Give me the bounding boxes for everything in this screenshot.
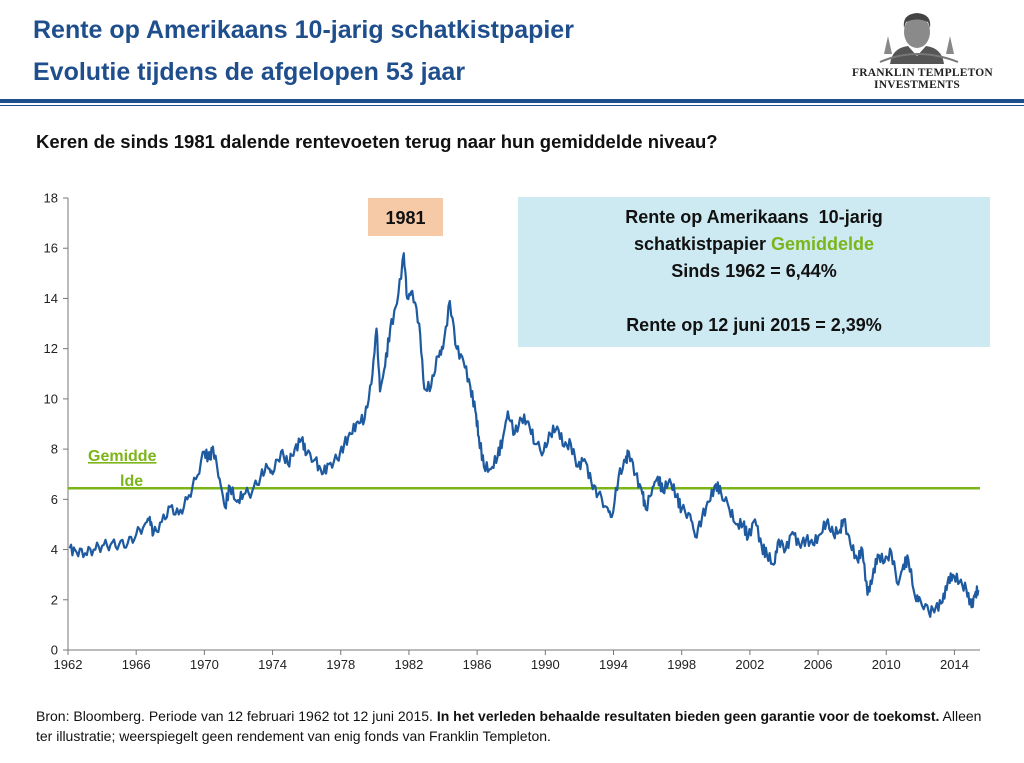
source-part1: Bron: Bloomberg. Periode van 12 februari… [36, 708, 437, 724]
y-tick-label: 6 [51, 492, 58, 507]
yield-series-line [68, 252, 980, 618]
y-tick-label: 16 [44, 241, 58, 256]
logo-text-investments: INVESTMENTS [874, 79, 960, 91]
header-divider-thick [0, 99, 1024, 103]
info-line3: Sinds 1962 = 6,44% [671, 261, 837, 281]
axes [67, 198, 980, 651]
info-line4: Rente op 12 juni 2015 = 2,39% [626, 315, 882, 335]
y-tick-label: 18 [44, 191, 58, 206]
y-tick-label: 14 [44, 291, 58, 306]
x-tick-label: 1978 [326, 657, 355, 670]
info-line2-prefix: schatkistpapier [634, 234, 771, 254]
y-tick-label: 8 [51, 442, 58, 457]
info-line2: schatkistpapier Gemiddelde [634, 234, 874, 254]
x-tick-label: 1990 [531, 657, 560, 670]
source-footnote: Bron: Bloomberg. Periode van 12 februari… [36, 706, 996, 746]
label-1981-box [368, 198, 443, 236]
x-axis-ticks: 1962 1966 1970 1974 1978 1982 1986 1990 1994 1998… [54, 650, 969, 670]
x-tick-label: 2014 [940, 657, 969, 670]
average-info-box [518, 197, 990, 347]
average-label-line1: Gemidde [88, 448, 157, 465]
x-tick-label: 1970 [190, 657, 219, 670]
slide-question: Keren de sinds 1981 dalende rentevoeten … [36, 131, 718, 152]
x-tick-label: 1966 [122, 657, 151, 670]
y-axis-ticks: 0 2 4 6 8 10 12 14 16 18 [44, 191, 68, 658]
x-tick-label: 1998 [667, 657, 696, 670]
source-part3: Alleen ter illustratie; weerspiegelt gee… [36, 708, 982, 744]
x-tick-label: 2010 [872, 657, 901, 670]
x-tick-label: 1974 [258, 657, 287, 670]
logo-text-franklin-templeton: FRANKLIN TEMPLETON [852, 67, 993, 79]
page-title-line2: Evolutie tijdens de afgelopen 53 jaar [33, 58, 466, 86]
y-tick-label: 12 [44, 341, 58, 356]
franklin-portrait-logo-icon [879, 13, 959, 64]
x-tick-label: 2002 [735, 657, 764, 670]
header-divider-thin [0, 105, 1024, 106]
y-tick-label: 10 [44, 391, 58, 406]
y-tick-label: 0 [51, 643, 58, 658]
x-tick-label: 1982 [394, 657, 423, 670]
treasury-yield-chart: 0 2 4 6 8 10 12 14 16 18 1962 1966 1970 1974 1978 1982… [44, 191, 990, 670]
x-tick-label: 1994 [599, 657, 628, 670]
x-tick-label: 1962 [54, 657, 83, 670]
page-title-line1: Rente op Amerikaans 10-jarig schatkistpa… [33, 16, 574, 44]
info-line2-average: Gemiddelde [771, 234, 874, 254]
x-tick-label: 1986 [463, 657, 492, 670]
y-tick-label: 4 [51, 542, 58, 557]
source-disclaimer-bold: In het verleden behaalde resultaten bied… [436, 708, 940, 724]
y-tick-label: 2 [51, 592, 58, 607]
label-1981-text: 1981 [385, 208, 425, 228]
info-line1: Rente op Amerikaans 10-jarig [625, 207, 882, 227]
x-tick-label: 2006 [804, 657, 833, 670]
average-label-line2: lde [120, 473, 143, 490]
